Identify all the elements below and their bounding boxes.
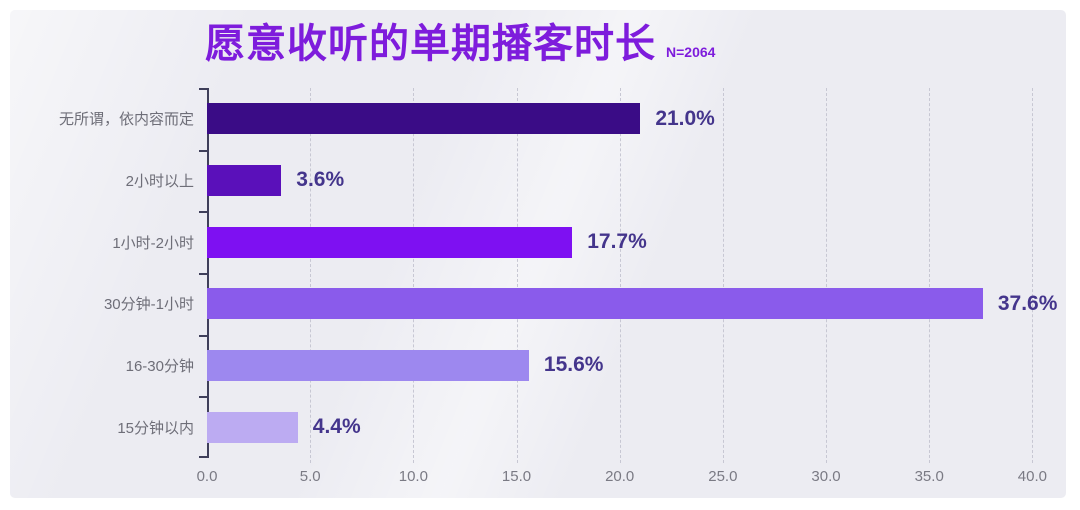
value-label: 17.7% <box>587 230 647 254</box>
bar <box>207 226 573 258</box>
chart-title: 愿意收听的单期播客时长 <box>205 22 656 66</box>
gridline <box>310 88 312 463</box>
x-axis-tick-label: 15.0 <box>501 468 532 485</box>
x-axis-tick-label: 25.0 <box>708 468 738 485</box>
value-label: 21.0% <box>655 106 715 130</box>
gridline <box>929 88 931 463</box>
bar <box>207 103 641 135</box>
y-axis-tick <box>199 273 207 275</box>
category-label: 2小时以上 <box>125 172 194 190</box>
category-label: 16-30分钟 <box>125 357 194 375</box>
bar-row: 无所谓，依内容而定 21.0% <box>10 88 1053 150</box>
x-axis-tick-label: 30.0 <box>811 468 841 485</box>
x-axis-tick-label: 10.0 <box>398 468 428 485</box>
bar <box>207 411 298 443</box>
gridline <box>722 88 724 463</box>
x-axis-tick-label: 0.0 <box>196 468 218 485</box>
gridline <box>619 88 621 463</box>
x-axis-tick-label: 5.0 <box>299 468 321 485</box>
bar-track: 3.6% <box>207 150 1053 212</box>
bar-row: 30分钟-1小时 37.6% <box>10 273 1057 335</box>
bar-track: 4.4% <box>207 396 1053 458</box>
sample-size-label: N=2064 <box>666 44 716 60</box>
title-row: 愿意收听的单期播客时长 N=2064 <box>205 22 715 66</box>
y-axis-tick <box>199 334 207 337</box>
y-axis-tick <box>199 88 207 90</box>
category-label: 30分钟-1小时 <box>103 296 194 314</box>
bar-track: 17.7% <box>207 211 1053 273</box>
bar-track: 37.6% <box>207 273 1057 335</box>
x-axis-tick-label: 40.0 <box>1017 468 1047 485</box>
bar-track: 21.0% <box>207 88 1053 150</box>
value-label: 15.6% <box>543 353 604 377</box>
gridline <box>413 88 415 463</box>
bar <box>207 349 529 381</box>
category-label: 无所谓，依内容而定 <box>58 111 194 129</box>
gridline <box>1032 88 1034 463</box>
bar <box>207 288 983 320</box>
y-axis-tick <box>199 396 207 399</box>
category-label: 1小时-2小时 <box>112 234 194 252</box>
bar-track: 15.6% <box>207 335 1053 397</box>
gridline <box>516 88 518 463</box>
bar-row: 2小时以上 3.6% <box>10 150 1053 212</box>
category-label: 15分钟以内 <box>117 419 194 437</box>
value-label: 37.6% <box>997 291 1058 315</box>
value-label: 3.6% <box>296 168 345 192</box>
bar-row: 15分钟以内 4.4% <box>10 396 1053 458</box>
chart-panel: 愿意收听的单期播客时长 N=2064 0.0 5.0 10.0 15.0 20.0 25.… <box>10 10 1066 498</box>
gridline <box>826 88 828 463</box>
y-axis-line <box>207 88 209 458</box>
bar-row: 16-30分钟 15.6% <box>10 335 1053 397</box>
y-axis-tick <box>199 456 207 458</box>
y-axis-tick <box>199 211 207 214</box>
value-label: 4.4% <box>312 415 361 439</box>
plot-area: 0.0 5.0 10.0 15.0 20.0 25.0 30.0 35.0 40.0 <box>197 88 1053 485</box>
x-axis-tick-label: 20.0 <box>605 468 635 485</box>
bar <box>207 164 282 196</box>
x-axis-tick-label: 35.0 <box>914 468 944 485</box>
y-axis-tick <box>199 149 207 152</box>
bar-row: 1小时-2小时 17.7% <box>10 211 1053 273</box>
bar-rows: 无所谓，依内容而定 21.0% 2小时以上 3.6% 1小时-2小时 17.7% 30分钟-… <box>10 88 1057 458</box>
